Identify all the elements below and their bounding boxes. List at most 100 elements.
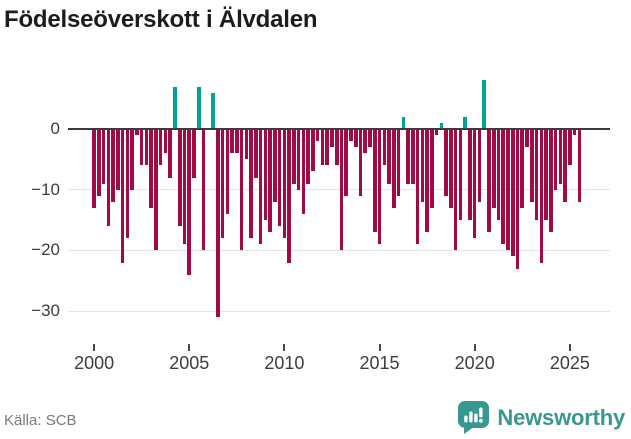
y-axis-tick-label: −20 [31,240,60,260]
quarter-bar [125,129,130,239]
newsworthy-logo[interactable]: Newsworthy [457,400,625,435]
quarter-bar [330,129,334,148]
x-axis-tick [93,344,96,351]
quarter-bar [101,129,106,184]
quarter-bar [196,86,201,129]
page-title: Födelseöverskott i Älvdalen [4,6,318,33]
quarter-bar [563,129,567,202]
quarter-bar [225,129,230,214]
x-axis-tick [378,344,381,351]
quarter-bar [154,129,158,251]
quarter-bar [430,129,434,208]
quarter-bar [130,129,134,190]
quarter-bar [368,129,372,148]
quarter-bar [334,129,339,166]
gridline-−10 [68,189,610,191]
quarter-bar [349,129,353,142]
quarter-bar [296,129,301,190]
newsworthy-chart-bubble-icon [458,401,490,434]
quarter-bar [553,129,558,190]
quarter-bar [182,129,187,245]
x-axis-tick [283,344,286,351]
quarter-bar [211,92,215,129]
quarter-bar [568,129,572,166]
quarter-bar [387,129,391,184]
quarter-bar [396,129,401,196]
quarter-bar [439,122,444,129]
quarter-bar [510,129,515,257]
quarter-bar [487,129,491,233]
source-attribution: Källa: SCB [4,412,77,429]
quarter-bar [135,129,139,136]
x-axis-tick [473,344,476,351]
y-axis-tick-label: −10 [31,179,60,199]
quarter-bar [353,129,358,148]
quarter-bar [358,129,363,196]
quarter-bar [173,86,177,129]
quarter-bar [111,129,115,202]
y-axis-tick-label: −30 [31,301,60,321]
quarter-bar [139,129,144,166]
newsworthy-logo-text: Newsworthy [497,404,625,430]
x-axis-tick-label: 2000 [74,353,115,373]
quarter-bar [344,129,349,196]
quarter-bar [325,129,329,166]
quarter-bar [258,129,263,245]
quarter-bar [491,129,496,208]
quarter-bar [144,129,149,166]
quarter-bar [434,129,439,136]
quarter-bar [220,129,225,239]
quarter-bar [177,129,182,227]
quarter-bar [453,129,458,251]
quarter-bar [392,129,396,208]
quarter-bar [163,129,168,154]
quarter-bar [501,129,506,245]
quarter-bar [215,129,220,318]
quarter-bar [301,129,306,214]
quarter-bar [92,129,96,208]
y-axis-tick-label: 0 [50,119,60,138]
quarter-bar [458,129,463,221]
quarter-bar [515,129,520,269]
quarter-bar [577,129,582,202]
quarter-bar [239,129,244,251]
quarter-bar [315,129,320,142]
quarter-bar [120,129,125,263]
quarter-bar [477,129,482,202]
quarter-bar [292,129,296,184]
gridline-−20 [68,249,610,251]
quarter-bar [235,129,239,154]
quarter-bar [306,129,310,184]
quarter-bar [372,129,377,233]
quarter-bar [425,129,429,233]
quarter-bar [282,129,287,239]
zero-axis [68,127,610,130]
quarter-bar [539,129,544,263]
x-axis-tick-label: 2010 [264,353,305,373]
quarter-bar [401,116,406,129]
quarter-bar [339,129,344,251]
quarter-bar [311,129,315,172]
quarter-bar [534,129,539,221]
quarter-bar [97,129,101,196]
quarter-bar [406,129,410,184]
quarter-bar [363,129,368,154]
quarter-bar [187,129,192,275]
x-axis-tick [188,344,191,351]
quarter-bar [496,129,501,221]
quarter-bar [230,129,234,154]
quarter-bar [158,129,163,166]
quarter-bar [201,129,206,251]
quarter-bar [320,129,325,166]
x-axis-tick [568,344,571,351]
quarter-bar [420,129,425,202]
quarter-bar [482,80,486,129]
quarter-bar [273,129,277,202]
quarter-bar [254,129,258,178]
quarter-bar [411,129,415,184]
quarter-bar [116,129,120,190]
quarter-bar [544,129,548,221]
quarter-bar [244,129,249,160]
quarter-bar [415,129,420,245]
